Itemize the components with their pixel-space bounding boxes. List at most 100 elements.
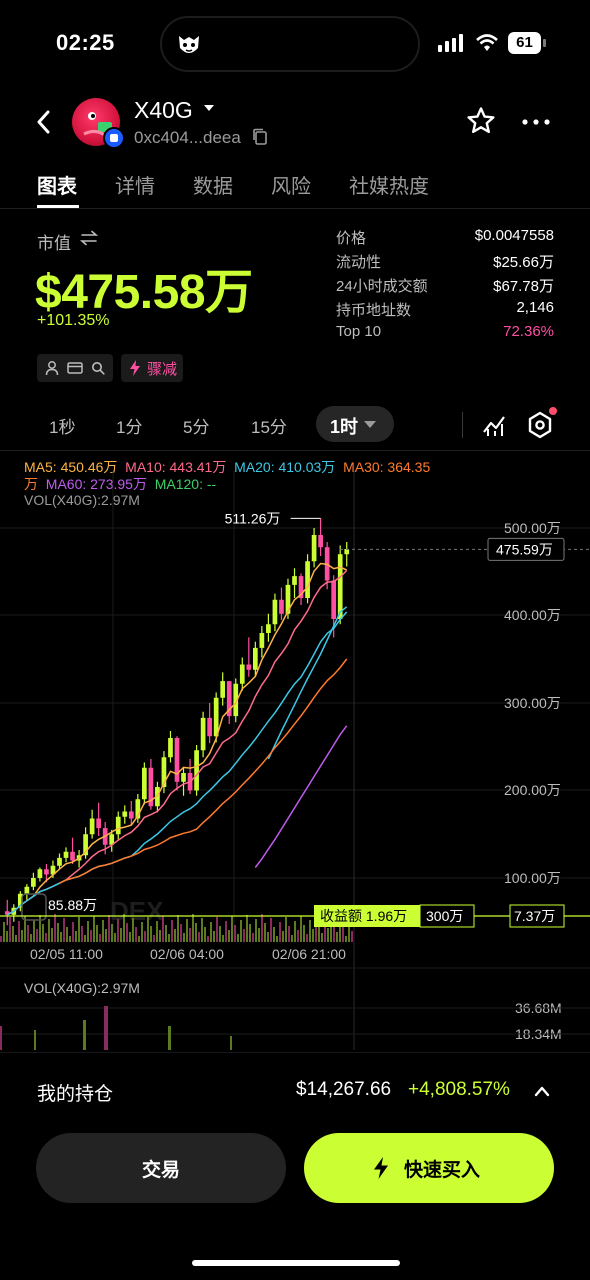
candle-body: [142, 767, 147, 800]
tab-data[interactable]: 数据: [193, 176, 233, 198]
candle-body: [285, 584, 291, 614]
ma-legend-row1: MA5: 450.46万 MA10: 443.41万 MA20: 410.03万…: [24, 457, 430, 477]
current-price-tag: [487, 537, 565, 561]
ma20-label: MA20: 410.03万: [234, 459, 336, 475]
token-name[interactable]: X40G: [134, 97, 193, 123]
volume-bar: [90, 930, 92, 942]
volume-bar: [3, 922, 5, 942]
volume-bar: [306, 934, 308, 942]
divider: [0, 450, 590, 451]
candle-body: [292, 576, 297, 585]
interval-5m[interactable]: 5分: [183, 418, 210, 437]
candle-body: [298, 576, 304, 598]
candle-body: [50, 865, 56, 875]
market-cap-label: 市值: [37, 234, 71, 253]
more-icon[interactable]: [522, 119, 550, 125]
volume-bar: [228, 930, 230, 942]
interval-15m[interactable]: 15分: [251, 418, 287, 437]
volume-bar: [264, 923, 266, 942]
signal-icon: [438, 34, 463, 52]
volume-bar: [219, 926, 221, 942]
volume-bar: [255, 919, 257, 942]
volume-bar: [159, 930, 161, 942]
interval-1h-label: 1时: [330, 417, 359, 437]
entry-label: 300万: [426, 908, 463, 924]
ma30-unit: 万: [24, 476, 38, 492]
quick-buy-button[interactable]: 快速买入: [304, 1133, 554, 1203]
volume-bar: [6, 931, 8, 942]
volume-bar: [21, 930, 23, 942]
volume-bar: [348, 922, 350, 942]
stat-liquidity-label: 流动性: [336, 254, 382, 271]
contract-address: 0xc404...deea: [134, 128, 241, 147]
volume-bar: [135, 927, 137, 942]
volume-bar: [267, 932, 269, 942]
tab-details[interactable]: 详情: [115, 176, 155, 198]
candle-body: [161, 757, 167, 787]
chevron-down-icon[interactable]: [204, 105, 214, 111]
interval-1m[interactable]: 1分: [116, 418, 143, 437]
volume-bar: [165, 925, 167, 942]
pet-icon: [179, 36, 199, 53]
tab-chart[interactable]: 图表: [37, 176, 77, 198]
candle-body: [246, 664, 252, 670]
stat-top10-label: Top 10: [336, 323, 382, 340]
copy-icon[interactable]: [252, 128, 268, 146]
candle-body: [311, 535, 317, 562]
position-value: $14,267.66: [296, 1079, 392, 1100]
volume-bar: [75, 931, 77, 942]
volume-bar: [327, 928, 329, 942]
volume-bar: [243, 929, 245, 942]
volume-bar: [183, 933, 185, 942]
volume-bar: [126, 923, 128, 942]
x-tick-label: 02/06 21:00: [272, 946, 346, 962]
ma30-label: MA30: 364.35: [343, 459, 431, 475]
candle-body: [148, 767, 154, 807]
swap-icon[interactable]: [80, 230, 98, 246]
price-chart[interactable]: 500.00万 400.00万 300.00万 200.00万 100.00万 DEX 51…: [0, 470, 590, 1050]
volume-bar: [291, 935, 293, 942]
volume-bar: [93, 916, 95, 942]
volume-bar: [78, 917, 80, 942]
indicator-icon[interactable]: [482, 412, 508, 438]
candle-body: [168, 738, 173, 758]
volume-bar: [111, 924, 113, 942]
volume-bar: [288, 926, 290, 942]
candle-body: [252, 647, 258, 670]
star-icon[interactable]: [466, 106, 496, 136]
low-price-label: 85.88万: [48, 897, 97, 913]
dump-tag[interactable]: 骤减: [121, 354, 183, 382]
candle-body: [63, 851, 69, 858]
holder-tags[interactable]: [37, 354, 113, 382]
ma30-line: [59, 658, 348, 884]
interval-1s[interactable]: 1秒: [49, 418, 76, 437]
candle-body: [344, 549, 350, 555]
back-arrow-icon[interactable]: [32, 108, 56, 136]
candle-body: [272, 599, 278, 625]
volume-bar: [84, 935, 86, 942]
lightning-icon: [374, 1157, 388, 1179]
pnl-tag: [314, 905, 420, 927]
trade-button[interactable]: 交易: [36, 1133, 286, 1203]
volume-bar: [258, 928, 260, 942]
settings-icon[interactable]: [527, 411, 553, 439]
ma10-label: MA10: 443.41万: [125, 459, 227, 475]
candle-body: [31, 878, 36, 887]
volume-bar: [150, 926, 152, 942]
volume-bar: [168, 1026, 171, 1050]
stat-holders-value: 2,146: [516, 299, 554, 316]
ma5-line: [6, 562, 347, 916]
divider: [0, 208, 590, 209]
battery-level: 61: [508, 32, 541, 54]
volume-bar: [144, 931, 146, 942]
interval-1h[interactable]: 1时: [316, 406, 394, 442]
tab-social[interactable]: 社媒热度: [349, 176, 429, 198]
volume-bar: [147, 917, 149, 942]
volume-bar: [69, 936, 71, 942]
volume-bar: [345, 936, 347, 942]
divider: [462, 412, 463, 438]
volume-bar: [42, 924, 44, 942]
tab-risk[interactable]: 风险: [271, 176, 311, 198]
search-icon: [92, 362, 105, 375]
chevron-up-icon[interactable]: [534, 1085, 550, 1097]
